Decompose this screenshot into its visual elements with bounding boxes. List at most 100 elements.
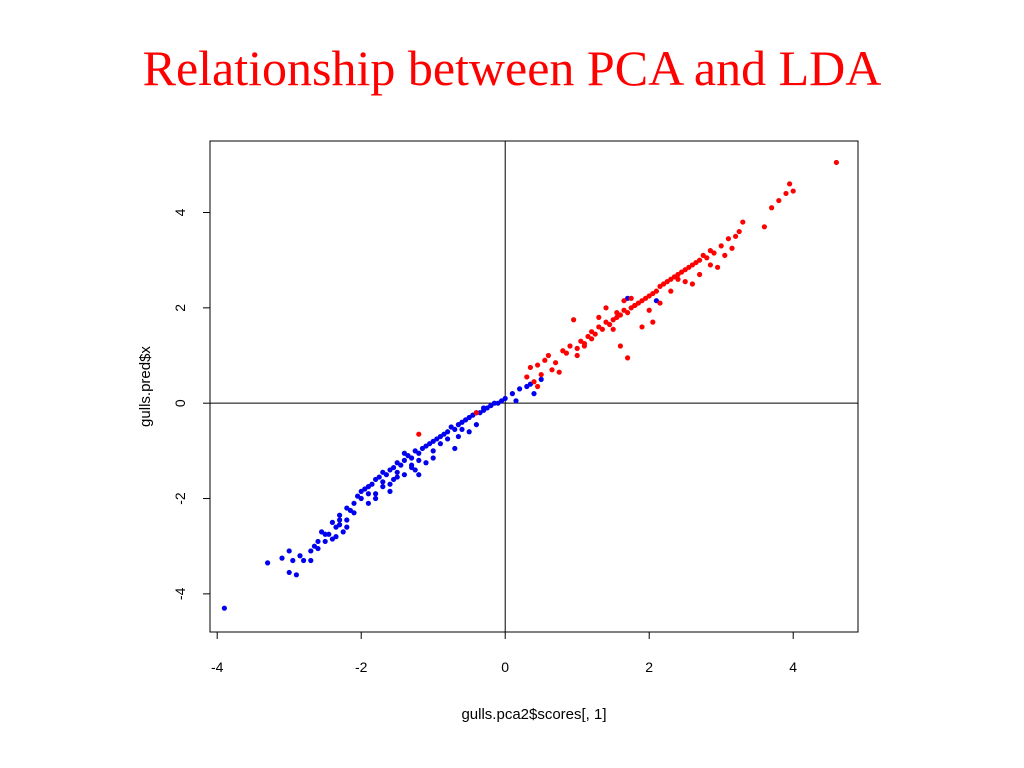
data-point (365, 491, 371, 497)
data-point (524, 374, 530, 380)
data-point (556, 369, 562, 375)
data-point (308, 548, 314, 554)
data-point (430, 455, 436, 461)
data-point (513, 398, 519, 404)
data-point (761, 224, 768, 230)
y-tick-label: -4 (172, 587, 188, 600)
data-point (459, 426, 465, 433)
data-point (473, 410, 479, 416)
data-point (549, 367, 555, 373)
data-point (333, 534, 339, 540)
data-point (340, 529, 346, 535)
data-point (337, 522, 343, 528)
slide-title: Relationship between PCA and LDA (142, 40, 882, 96)
data-point (322, 531, 328, 537)
data-point (416, 450, 422, 456)
data-point (621, 298, 627, 304)
data-point (265, 560, 271, 566)
data-point (682, 279, 688, 285)
data-point (437, 441, 443, 447)
data-point (689, 281, 696, 287)
x-tick-label: -4 (211, 659, 224, 675)
data-point (401, 472, 407, 478)
data-point (509, 391, 515, 397)
data-point (445, 436, 451, 442)
data-point (729, 245, 735, 251)
data-point (769, 205, 775, 211)
data-point (373, 495, 379, 502)
data-point (614, 310, 620, 316)
data-point (646, 307, 652, 313)
data-point (221, 605, 227, 611)
data-point (286, 548, 292, 554)
y-axis-label: gulls.pred$x (137, 346, 154, 427)
data-point (455, 433, 461, 440)
data-point (401, 457, 407, 463)
data-point (581, 343, 588, 349)
data-point (538, 376, 544, 382)
data-point (607, 321, 613, 328)
data-point (589, 336, 595, 342)
data-point (596, 314, 602, 320)
data-point (290, 557, 296, 564)
data-point (452, 426, 458, 433)
x-tick-label: -2 (355, 659, 368, 675)
data-point (617, 343, 624, 349)
data-point (733, 233, 739, 239)
data-point (279, 555, 285, 561)
data-point (322, 538, 328, 545)
data-point (783, 190, 789, 197)
y-tick-label: 0 (172, 399, 188, 407)
data-point (704, 255, 710, 261)
data-point (657, 300, 663, 306)
data-point (736, 228, 742, 235)
data-point (563, 350, 570, 356)
data-point (387, 481, 393, 487)
data-point (293, 572, 299, 578)
data-point (790, 188, 796, 194)
data-point (502, 395, 508, 402)
data-point (401, 450, 407, 456)
data-point (315, 538, 321, 545)
data-point (387, 488, 393, 494)
data-point (337, 517, 343, 523)
data-point (358, 495, 364, 502)
data-point (567, 343, 573, 349)
data-point (571, 317, 577, 323)
data-point (308, 557, 314, 564)
data-point (326, 531, 332, 537)
data-point (574, 352, 580, 359)
data-point (625, 310, 631, 316)
data-point (416, 431, 422, 437)
y-tick-label: 2 (172, 304, 188, 312)
data-point (452, 445, 458, 452)
data-point (423, 460, 429, 466)
data-point (740, 219, 746, 225)
data-point (297, 553, 303, 559)
data-point (535, 362, 541, 368)
data-point (787, 181, 793, 187)
data-point (545, 352, 552, 359)
data-point (650, 319, 656, 325)
data-point (473, 422, 479, 428)
data-point (697, 257, 703, 263)
data-point (376, 474, 382, 480)
data-point (833, 159, 840, 166)
data-point (430, 448, 436, 454)
data-point (286, 569, 292, 576)
data-point (445, 429, 451, 435)
data-point (639, 324, 645, 330)
data-point (711, 250, 717, 256)
data-point (391, 476, 397, 483)
data-point (365, 500, 371, 506)
data-point (416, 457, 422, 463)
data-point (373, 491, 379, 497)
data-point (488, 402, 494, 409)
data-point (412, 467, 418, 473)
data-point (383, 472, 389, 478)
data-points (221, 159, 840, 611)
data-point (416, 472, 422, 478)
x-axis: -4 -2 0 2 4 (211, 631, 797, 675)
x-tick-label: 0 (501, 659, 509, 675)
data-point (632, 302, 638, 309)
